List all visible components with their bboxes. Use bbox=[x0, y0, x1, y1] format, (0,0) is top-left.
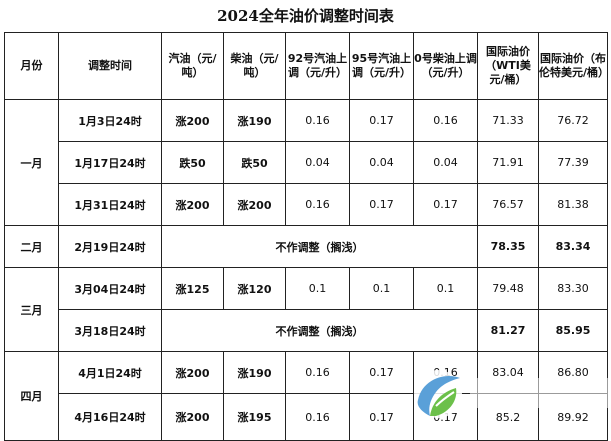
adjust-time-cell: 3月18日24时 bbox=[58, 309, 162, 352]
no-adjustment-cell: 不作调整（搁浅） bbox=[161, 309, 478, 352]
adjust-time-cell: 2月19日24时 bbox=[58, 225, 162, 268]
brent-cell: 81.38 bbox=[538, 183, 608, 226]
wti-cell: 76.57 bbox=[477, 183, 539, 226]
p95-cell: 0.17 bbox=[349, 351, 414, 394]
gasoline-change-cell: 涨200 bbox=[161, 393, 224, 441]
p95-cell: 0.17 bbox=[349, 99, 414, 142]
p0-cell: 0.04 bbox=[413, 141, 478, 184]
page-title: 2024全年油价调整时间表 bbox=[217, 7, 394, 25]
month-cell: 三月 bbox=[4, 267, 59, 352]
p0-cell: 0.17 bbox=[413, 183, 478, 226]
header-brent: 国际油价（布伦特美元/桶） bbox=[538, 32, 608, 100]
leaf-logo-icon bbox=[414, 370, 462, 418]
gasoline-change-cell: 涨200 bbox=[161, 99, 224, 142]
header-gasoline-per-ton: 汽油（元/吨） bbox=[161, 32, 224, 100]
wti-cell: 81.27 bbox=[477, 309, 539, 352]
p92-cell: 0.16 bbox=[285, 99, 350, 142]
p95-cell: 0.1 bbox=[349, 267, 414, 310]
adjust-time-cell: 1月31日24时 bbox=[58, 183, 162, 226]
brent-cell: 76.72 bbox=[538, 99, 608, 142]
p92-cell: 0.16 bbox=[285, 393, 350, 441]
table-row: 1月31日24时 涨200 涨200 0.16 0.17 0.17 76.57 … bbox=[5, 183, 608, 226]
p92-cell: 0.04 bbox=[285, 141, 350, 184]
p92-cell: 0.16 bbox=[285, 351, 350, 394]
adjust-time-cell: 4月16日24时 bbox=[58, 393, 162, 441]
brent-cell: 83.30 bbox=[538, 267, 608, 310]
p95-cell: 0.17 bbox=[349, 393, 414, 441]
wti-cell: 71.33 bbox=[477, 99, 539, 142]
diesel-change-cell: 跌50 bbox=[223, 141, 286, 184]
p92-cell: 0.16 bbox=[285, 183, 350, 226]
header-month: 月份 bbox=[4, 32, 59, 100]
month-cell: 四月 bbox=[4, 351, 59, 441]
table-row: 三月 3月04日24时 涨125 涨120 0.1 0.1 0.1 79.48 … bbox=[4, 267, 608, 352]
p92-cell: 0.1 bbox=[285, 267, 350, 310]
header-diesel-per-ton: 柴油（元/吨） bbox=[223, 32, 286, 100]
table-row: 一月 1月3日24时 涨200 涨190 0.16 0.17 0.16 71.3… bbox=[4, 99, 608, 226]
adjust-time-cell: 3月04日24时 bbox=[58, 267, 162, 310]
p95-cell: 0.04 bbox=[349, 141, 414, 184]
diesel-change-cell: 涨195 bbox=[223, 393, 286, 441]
gasoline-change-cell: 涨200 bbox=[161, 183, 224, 226]
diesel-change-cell: 涨190 bbox=[223, 351, 286, 394]
header-adjust-time: 调整时间 bbox=[58, 32, 162, 100]
table-row: 3月18日24时 不作调整（搁浅） 81.27 85.95 bbox=[5, 309, 608, 352]
header-95-per-liter: 95号汽油上调（元/升） bbox=[349, 32, 414, 100]
wti-cell: 79.48 bbox=[477, 267, 539, 310]
month-cell: 二月 bbox=[4, 225, 59, 268]
table-row: 二月 2月19日24时 不作调整（搁浅） 78.35 83.34 bbox=[4, 225, 608, 268]
wti-cell: 71.91 bbox=[477, 141, 539, 184]
adjust-time-cell: 1月3日24时 bbox=[58, 99, 162, 142]
brent-cell: 77.39 bbox=[538, 141, 608, 184]
header-92-per-liter: 92号汽油上调（元/升） bbox=[285, 32, 350, 100]
gasoline-change-cell: 涨125 bbox=[161, 267, 224, 310]
gasoline-change-cell: 涨200 bbox=[161, 351, 224, 394]
header-wti: 国际油价（WTI美元/桶） bbox=[477, 32, 539, 100]
p0-cell: 0.1 bbox=[413, 267, 478, 310]
p0-cell: 0.16 bbox=[413, 99, 478, 142]
watermark-overlay bbox=[470, 378, 610, 408]
diesel-change-cell: 涨200 bbox=[223, 183, 286, 226]
brent-cell: 85.95 bbox=[538, 309, 608, 352]
diesel-change-cell: 涨120 bbox=[223, 267, 286, 310]
month-cell: 一月 bbox=[4, 99, 59, 226]
wti-cell: 78.35 bbox=[477, 225, 539, 268]
gasoline-change-cell: 跌50 bbox=[161, 141, 224, 184]
diesel-change-cell: 涨190 bbox=[223, 99, 286, 142]
brent-cell: 83.34 bbox=[538, 225, 608, 268]
header-0-diesel-per-liter: 0号柴油上调（元/升） bbox=[413, 32, 478, 100]
p95-cell: 0.17 bbox=[349, 183, 414, 226]
adjust-time-cell: 4月1日24时 bbox=[58, 351, 162, 394]
no-adjustment-cell: 不作调整（搁浅） bbox=[161, 225, 478, 268]
table-row: 1月17日24时 跌50 跌50 0.04 0.04 0.04 71.91 77… bbox=[5, 141, 608, 184]
adjust-time-cell: 1月17日24时 bbox=[58, 141, 162, 184]
